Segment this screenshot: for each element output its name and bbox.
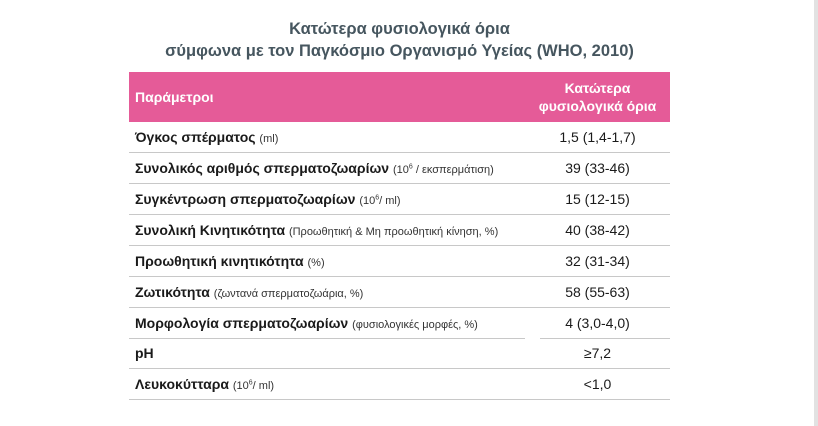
parameter-unit: (106 / εκσπερμάτιση) [392, 163, 494, 176]
table-row: Μορφολογία σπερματοζωαρίων (φυσιολογικές… [129, 308, 670, 339]
limit-value: 4 (3,0-4,0) [565, 315, 630, 331]
parameter-cell: Προωθητική κινητικότητα (%) [129, 253, 525, 269]
unit-text: (10 [359, 195, 376, 207]
table-title: Κατώτερα φυσιολογικά όρια σύμφωνα με τον… [129, 18, 670, 62]
title-line-1: Κατώτερα φυσιολογικά όρια [289, 20, 510, 38]
unit-text: (ml) [259, 133, 279, 145]
table-header: Παράμετροι Κατώτερα φυσιολογικά όρια [129, 72, 670, 122]
parameter-unit: (106/ ml) [359, 194, 401, 207]
unit-text: (Προωθητική & Μη προωθητική κίνηση, %) [288, 226, 499, 238]
parameter-cell: Ζωτικότητα (ζωντανά σπερματοζωάρια, %) [129, 284, 525, 300]
unit-text: (10 [392, 164, 409, 176]
limit-value: 58 (55-63) [565, 284, 630, 300]
parameter-cell: Συνολική Κινητικότητα (Προωθητική & Μη π… [129, 222, 525, 238]
parameter-name: Συνολικός αριθμός σπερματοζωαρίων [135, 160, 390, 176]
parameter-cell: Συνολικός αριθμός σπερματοζωαρίων (106 /… [129, 160, 525, 176]
parameter-unit: (ml) [259, 133, 278, 145]
table-row: Προωθητική κινητικότητα (%) 32 (31-34) [129, 246, 670, 277]
parameter-name: Προωθητική κινητικότητα [135, 253, 304, 269]
parameter-name: Συγκέντρωση σπερματοζωαρίων [135, 191, 356, 207]
table-row: Συνολικός αριθμός σπερματοζωαρίων (106 /… [129, 153, 670, 184]
parameter-name: pH [135, 345, 154, 361]
unit-text: (%) [307, 257, 325, 269]
parameter-unit: (Προωθητική & Μη προωθητική κίνηση, %) [289, 226, 498, 238]
unit-text: (φυσιολογικές μορφές, %) [352, 319, 478, 331]
table-row: Συγκέντρωση σπερματοζωαρίων (106/ ml) 15… [129, 184, 670, 215]
unit-text: (ζωντανά σπερματοζωάρια, %) [213, 288, 364, 300]
parameter-name: Συνολική Κινητικότητα [135, 222, 286, 238]
who-limits-table: Παράμετροι Κατώτερα φυσιολογικά όρια Όγκ… [129, 72, 670, 400]
limit-value: 39 (33-46) [565, 160, 630, 176]
parameter-unit: (106/ ml) [232, 379, 275, 392]
unit-text-suffix: / ml) [379, 195, 401, 207]
table-row: Ζωτικότητα (ζωντανά σπερματοζωάρια, %) 5… [129, 277, 670, 308]
limit-value: ≥7,2 [583, 345, 612, 361]
parameter-unit: (φυσιολογικές μορφές, %) [352, 319, 478, 331]
limit-value: 15 (12-15) [565, 191, 630, 207]
header-lower-limits: Κατώτερα φυσιολογικά όρια [525, 79, 670, 115]
limit-value: 40 (38-42) [565, 222, 630, 238]
parameter-cell: Λευκοκύτταρα (106/ ml) [129, 376, 525, 392]
header-parameters: Παράμετροι [135, 89, 214, 105]
parameter-name: Όγκος σπέρματος [135, 129, 256, 145]
table-row: pH ≥7,2 [129, 338, 670, 369]
parameter-unit: (ζωντανά σπερματοζωάρια, %) [214, 288, 364, 300]
table-row: Όγκος σπέρματος (ml) 1,5 (1,4-1,7) [129, 122, 670, 153]
table-row: Συνολική Κινητικότητα (Προωθητική & Μη π… [129, 215, 670, 246]
limit-value: <1,0 [583, 376, 612, 392]
parameter-cell: Μορφολογία σπερματοζωαρίων (φυσιολογικές… [129, 315, 525, 331]
parameter-name: Ζωτικότητα [135, 284, 210, 300]
parameter-cell: pH [129, 345, 525, 361]
unit-text-suffix: / εκσπερμάτιση) [412, 164, 494, 176]
parameter-name: Μορφολογία σπερματοζωαρίων [135, 315, 349, 331]
header-lower-limits-line2: φυσιολογικά όρια [538, 98, 657, 114]
parameter-name: Λευκοκύτταρα [135, 376, 229, 392]
parameter-cell: Όγκος σπέρματος (ml) [129, 129, 525, 145]
unit-text: (10 [232, 380, 249, 392]
table-row: Λευκοκύτταρα (106/ ml) <1,0 [129, 369, 670, 400]
unit-exponent: 6 [248, 379, 253, 387]
title-line-2: σύμφωνα με τον Παγκόσμιο Οργανισμό Υγεία… [165, 42, 634, 60]
parameter-unit: (%) [308, 257, 325, 269]
unit-text-suffix: / ml) [252, 380, 275, 392]
limit-value: 32 (31-34) [565, 253, 630, 269]
unit-exponent: 6 [375, 194, 380, 202]
limit-value: 1,5 (1,4-1,7) [559, 129, 636, 145]
page-edge-border [814, 0, 818, 426]
header-lower-limits-line1: Κατώτερα [564, 80, 631, 96]
parameter-cell: Συγκέντρωση σπερματοζωαρίων (106/ ml) [129, 191, 525, 207]
unit-exponent: 6 [408, 163, 413, 171]
